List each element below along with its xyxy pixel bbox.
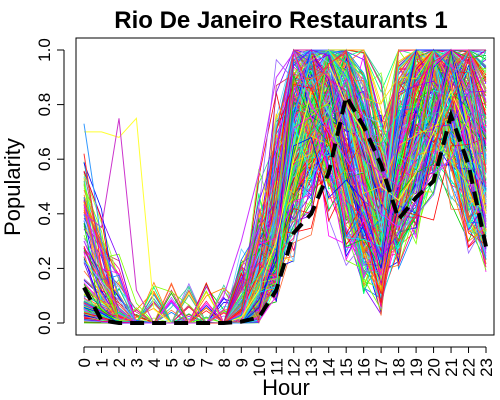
x-tick-label: 14 <box>320 358 339 377</box>
x-tick-label: 15 <box>337 358 356 377</box>
x-tick-label: 20 <box>425 358 444 377</box>
x-tick-label: 2 <box>110 358 129 367</box>
x-tick-label: 5 <box>162 358 181 367</box>
plot-area <box>82 48 488 325</box>
x-axis-label: Hour <box>262 375 310 400</box>
x-tick-label: 1 <box>92 358 111 367</box>
x-tick-label: 11 <box>267 358 286 376</box>
y-tick-label: 1.0 <box>35 38 54 62</box>
x-tick-label: 18 <box>390 358 409 377</box>
x-tick-label: 23 <box>477 358 496 377</box>
x-tick-label: 6 <box>180 358 199 367</box>
background-series-line <box>83 49 487 324</box>
background-series-line <box>83 49 487 324</box>
x-tick-label: 22 <box>460 358 479 377</box>
y-tick-label: 0.0 <box>35 311 54 335</box>
highlight-series-line <box>83 57 487 324</box>
y-tick-label: 0.2 <box>35 257 54 281</box>
x-tick-label: 7 <box>197 358 216 367</box>
y-tick-label: 0.6 <box>35 147 54 171</box>
x-tick-label: 10 <box>250 358 269 377</box>
mean-series-line <box>82 91 488 325</box>
chart-title: Rio De Janeiro Restaurants 1 <box>114 7 447 34</box>
x-tick-label: 16 <box>355 358 374 377</box>
x-tick-label: 0 <box>75 358 94 367</box>
y-tick-label: 0.8 <box>35 93 54 117</box>
x-tick-label: 12 <box>285 358 304 377</box>
x-tick-label: 9 <box>232 358 251 367</box>
x-tick-label: 19 <box>407 358 426 377</box>
y-axis: 0.0 0.2 0.4 0.6 0.8 1.0 <box>35 38 65 335</box>
plot-frame <box>75 37 495 336</box>
x-tick-label: 13 <box>302 358 321 377</box>
y-axis-label: Popularity <box>0 138 25 236</box>
x-tick-label: 8 <box>215 358 234 367</box>
x-tick-label: 17 <box>372 358 391 377</box>
x-tick-label: 4 <box>145 358 164 367</box>
y-tick-label: 0.4 <box>35 202 54 226</box>
highlight-series-line <box>84 62 487 324</box>
x-tick-label: 3 <box>127 358 146 367</box>
x-tick-label: 21 <box>442 358 461 377</box>
